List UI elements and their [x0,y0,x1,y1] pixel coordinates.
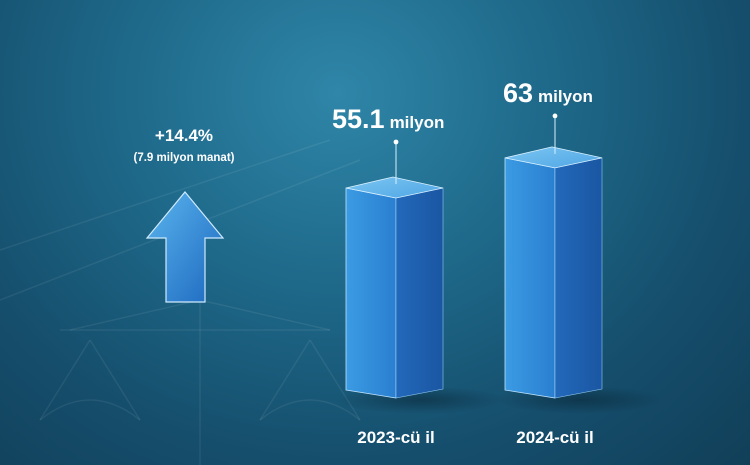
bar-top-face [345,176,444,199]
change-amount: (7.9 milyon manat) [134,152,235,164]
change-percent: +14.4% [155,126,213,145]
bar-side-face [554,157,603,399]
bar-2: 63 milyon 2024-cü il [495,78,665,447]
bar-value-number: 55.1 [332,104,385,134]
leader-dot [552,113,558,119]
bar-value-unit: milyon [538,87,593,106]
background-decoration [0,139,361,465]
category-label: 2024-cü il [516,428,594,447]
bar-front-face [345,187,397,399]
bar-front-face [504,157,556,399]
up-arrow-icon [145,191,225,303]
leader-dot [393,139,399,145]
bar-value-label: 63 milyon [503,78,593,108]
bar-value-label: 55.1 milyon [332,104,444,134]
bar-value-number: 63 [503,78,533,108]
bar-side-face [395,187,444,399]
bar-value-unit: milyon [390,113,445,132]
bar-top-face [504,146,603,169]
bar-1: 55.1 milyon 2023-cü il [332,104,506,447]
category-label: 2023-cü il [357,428,435,447]
bars-layer: 55.1 milyon 2023-cü il 63 milyon 2024-cü il [332,78,665,447]
